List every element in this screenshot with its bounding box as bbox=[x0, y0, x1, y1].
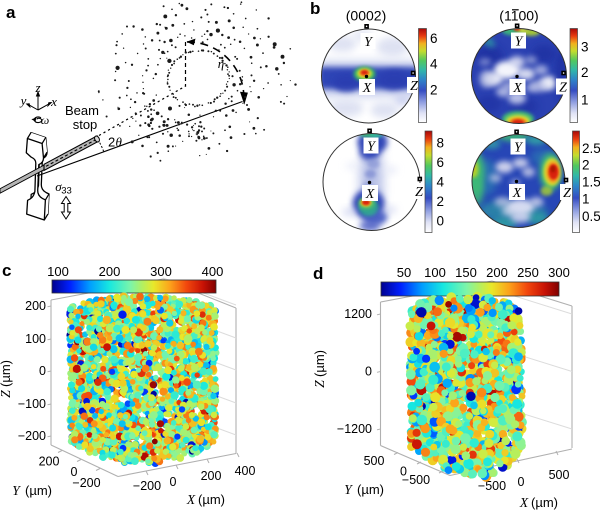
svg-text:Y: Y bbox=[514, 141, 524, 156]
svg-text:y: y bbox=[19, 93, 27, 108]
svg-text:−500: −500 bbox=[478, 479, 506, 493]
svg-text:6: 6 bbox=[430, 31, 438, 46]
svg-text:1.5: 1.5 bbox=[582, 175, 600, 190]
svg-text:(µm): (µm) bbox=[25, 483, 52, 498]
svg-text:1200: 1200 bbox=[344, 307, 372, 321]
svg-text:(µm): (µm) bbox=[531, 495, 558, 510]
svg-text:x: x bbox=[50, 94, 57, 109]
svg-text:Beam: Beam bbox=[65, 103, 99, 118]
svg-text:X: X bbox=[519, 495, 529, 510]
svg-text:Z: Z bbox=[415, 185, 423, 200]
svg-text:−500: −500 bbox=[402, 473, 430, 487]
svg-text:0: 0 bbox=[71, 465, 78, 479]
svg-text:200: 200 bbox=[25, 299, 46, 313]
svg-text:b: b bbox=[310, 0, 320, 18]
svg-text:400: 400 bbox=[202, 264, 224, 279]
svg-text:300: 300 bbox=[150, 264, 172, 279]
svg-text:200: 200 bbox=[486, 265, 508, 280]
svg-text:0: 0 bbox=[518, 475, 525, 489]
svg-text:300: 300 bbox=[548, 265, 570, 280]
svg-text:(1100): (1100) bbox=[499, 8, 538, 24]
svg-text:2: 2 bbox=[581, 65, 589, 80]
svg-text:33: 33 bbox=[61, 186, 72, 197]
svg-text:1: 1 bbox=[581, 93, 589, 108]
svg-text:0: 0 bbox=[437, 214, 445, 229]
svg-text:d: d bbox=[313, 264, 323, 283]
svg-text:a: a bbox=[6, 3, 16, 22]
svg-text:X: X bbox=[512, 81, 522, 96]
svg-text:0: 0 bbox=[365, 365, 372, 379]
svg-text:100: 100 bbox=[47, 264, 69, 279]
svg-text:2: 2 bbox=[582, 157, 590, 172]
svg-text:(µm): (µm) bbox=[198, 492, 225, 507]
svg-text:1: 1 bbox=[582, 192, 590, 207]
svg-text:4: 4 bbox=[430, 57, 438, 72]
svg-text:X: X bbox=[362, 81, 372, 96]
svg-text:4: 4 bbox=[437, 175, 445, 190]
svg-text:Z: Z bbox=[563, 186, 571, 201]
svg-text:(µm): (µm) bbox=[357, 482, 384, 497]
svg-text:150: 150 bbox=[455, 265, 477, 280]
svg-text:50: 50 bbox=[397, 265, 411, 280]
svg-text:200: 200 bbox=[201, 469, 222, 483]
svg-text:100: 100 bbox=[424, 265, 446, 280]
svg-text:Y: Y bbox=[344, 482, 353, 497]
svg-text:0: 0 bbox=[400, 465, 407, 479]
svg-text:−1200: −1200 bbox=[337, 422, 372, 436]
svg-text:200: 200 bbox=[39, 455, 60, 469]
svg-text:−200: −200 bbox=[18, 429, 46, 443]
svg-text:(µm): (µm) bbox=[0, 360, 13, 387]
svg-text:100: 100 bbox=[25, 332, 46, 346]
svg-text:Y: Y bbox=[367, 140, 377, 155]
svg-text:Z: Z bbox=[0, 390, 13, 398]
svg-text:σ: σ bbox=[55, 179, 62, 194]
svg-text:500: 500 bbox=[364, 454, 385, 468]
svg-text:stop: stop bbox=[73, 117, 98, 132]
svg-text:250: 250 bbox=[517, 265, 539, 280]
svg-text:6: 6 bbox=[437, 155, 445, 170]
svg-text:8: 8 bbox=[437, 136, 445, 151]
svg-text:(0002): (0002) bbox=[346, 8, 386, 24]
svg-text:0.5: 0.5 bbox=[582, 209, 600, 224]
svg-text:0: 0 bbox=[170, 475, 177, 489]
svg-text:Z: Z bbox=[559, 81, 567, 96]
svg-text:ω: ω bbox=[41, 113, 49, 127]
svg-text:Z: Z bbox=[312, 380, 327, 388]
svg-text:−200: −200 bbox=[72, 476, 100, 490]
svg-text:2: 2 bbox=[437, 194, 445, 209]
svg-text:500: 500 bbox=[549, 468, 570, 482]
svg-text:−200: −200 bbox=[133, 479, 161, 493]
svg-text:Y: Y bbox=[515, 35, 525, 50]
svg-text:2: 2 bbox=[108, 135, 115, 150]
svg-text:Y: Y bbox=[364, 35, 374, 50]
svg-text:z: z bbox=[34, 80, 40, 95]
svg-text:Y: Y bbox=[12, 483, 21, 498]
svg-text:X: X bbox=[512, 186, 522, 201]
svg-text:2.5: 2.5 bbox=[582, 141, 600, 156]
svg-text:Z: Z bbox=[410, 79, 418, 94]
svg-text:(µm): (µm) bbox=[312, 350, 327, 377]
svg-text:η: η bbox=[218, 56, 224, 71]
svg-text:200: 200 bbox=[99, 264, 121, 279]
svg-text:−100: −100 bbox=[18, 397, 46, 411]
svg-text:3: 3 bbox=[581, 40, 589, 55]
svg-text:400: 400 bbox=[235, 464, 256, 478]
svg-text:0: 0 bbox=[39, 364, 46, 378]
svg-text:X: X bbox=[186, 492, 196, 507]
svg-text:c: c bbox=[2, 261, 11, 280]
svg-text:2: 2 bbox=[430, 83, 438, 98]
svg-text:θ: θ bbox=[116, 135, 123, 150]
svg-text:X: X bbox=[365, 187, 375, 202]
